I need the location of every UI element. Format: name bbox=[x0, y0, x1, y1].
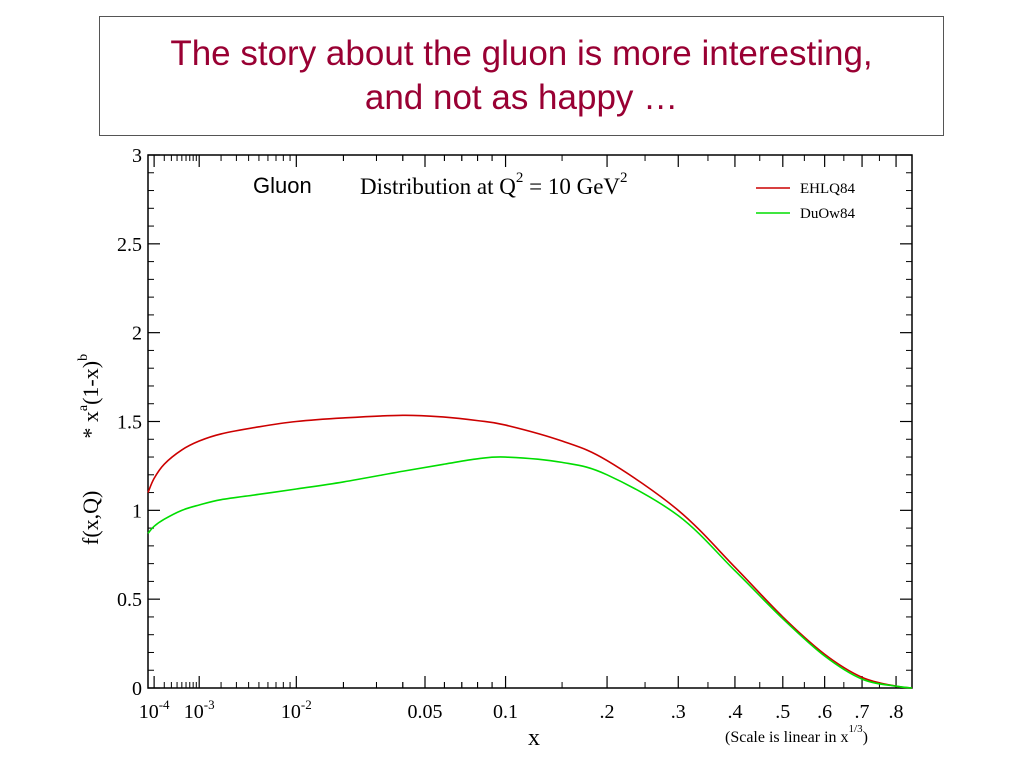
tick-marks bbox=[148, 154, 912, 689]
y-tick-label: 1.5 bbox=[117, 412, 142, 434]
x-tick-label: .6 bbox=[817, 701, 832, 723]
slide-title-line1: The story about the gluon is more intere… bbox=[170, 34, 873, 73]
series-line-ehlq84 bbox=[147, 414, 913, 689]
x-tick-label-main: 10 bbox=[281, 701, 301, 723]
x-tick-label-main: 0.1 bbox=[493, 701, 518, 723]
x-axis-label: x bbox=[528, 725, 540, 751]
x-tick-label-main: 10 bbox=[139, 701, 159, 723]
x-tick-label-main: .5 bbox=[775, 701, 790, 723]
x-tick-label: 0.1 bbox=[493, 701, 518, 723]
x-tick-label-main: 0.05 bbox=[408, 701, 443, 723]
x-tick-label-main: .7 bbox=[855, 701, 870, 723]
y-axis-label-star: * x bbox=[78, 411, 103, 439]
y-tick-label: 2.5 bbox=[117, 234, 142, 256]
y-tick-label: 0.5 bbox=[117, 589, 142, 611]
x-tick-label-main: .2 bbox=[600, 701, 615, 723]
chart-title-sup2: 2 bbox=[620, 170, 628, 186]
y-axis-label-sup-a: a bbox=[76, 404, 91, 411]
y-axis-label-main: f(x,Q) bbox=[78, 491, 103, 545]
y-tick-label: 3 bbox=[132, 145, 142, 167]
series-lines bbox=[147, 414, 913, 689]
x-tick-label-main: 10 bbox=[184, 701, 204, 723]
x-tick-label-main: .4 bbox=[727, 701, 742, 723]
x-tick-label-sup: -3 bbox=[204, 697, 215, 712]
x-tick-label-sup: -4 bbox=[159, 697, 170, 712]
y-axis-label: f(x,Q) * xa(1-x)b bbox=[76, 354, 103, 545]
x-tick-label-sup: -2 bbox=[301, 697, 312, 712]
panel-label-gluon: Gluon bbox=[253, 173, 312, 198]
x-tick-label: .8 bbox=[889, 701, 904, 723]
x-scale-note: (Scale is linear in x1/3) bbox=[725, 723, 868, 746]
x-tick-label: 10-4 bbox=[139, 697, 170, 723]
x-tick-label: .3 bbox=[671, 701, 686, 723]
y-axis-label-sup-b: b bbox=[76, 354, 91, 361]
chart-title-mid: = 10 GeV bbox=[523, 174, 620, 199]
x-tick-label-main: .8 bbox=[889, 701, 904, 723]
slide-title-box: The story about the gluon is more intere… bbox=[99, 16, 944, 136]
x-tick-label: 10-2 bbox=[281, 697, 312, 723]
legend-label-ehlq84: EHLQ84 bbox=[800, 181, 855, 197]
x-scale-note-main: (Scale is linear in x bbox=[725, 729, 849, 746]
x-scale-note-end: ) bbox=[863, 729, 868, 746]
x-tick-label-main: .3 bbox=[671, 701, 686, 723]
x-scale-note-sup: 1/3 bbox=[849, 723, 864, 735]
slide-title-line2: and not as happy … bbox=[364, 78, 679, 117]
x-tick-label: .5 bbox=[775, 701, 790, 723]
chart-title: Distribution at Q2 = 10 GeV2 bbox=[360, 170, 628, 199]
series-line-duow84 bbox=[147, 456, 913, 689]
y-axis-label-mid: (1-x) bbox=[78, 361, 103, 405]
y-tick-labels: 0 0.5 1 1.5 2 2.5 3 bbox=[117, 145, 142, 700]
legend-label-duow84: DuOw84 bbox=[800, 206, 855, 222]
x-tick-label-main: .6 bbox=[817, 701, 832, 723]
y-tick-label: 2 bbox=[132, 323, 142, 345]
chart-title-sup1: 2 bbox=[516, 170, 524, 186]
y-tick-label: 0 bbox=[132, 678, 142, 700]
y-tick-label: 1 bbox=[132, 500, 142, 522]
x-tick-label: .7 bbox=[855, 701, 870, 723]
x-tick-label: 0.05 bbox=[408, 701, 443, 723]
chart-title-main: Distribution at Q bbox=[360, 174, 516, 199]
plot-frame bbox=[147, 154, 913, 689]
x-tick-label: 10-3 bbox=[184, 697, 215, 723]
x-tick-label: .2 bbox=[600, 701, 615, 723]
x-tick-labels: 10-4 10-3 10-2 0.05 0.1.2.3.4.5.6.7.8 bbox=[139, 697, 904, 723]
legend: EHLQ84 DuOw84 bbox=[756, 181, 855, 222]
x-tick-label: .4 bbox=[727, 701, 742, 723]
